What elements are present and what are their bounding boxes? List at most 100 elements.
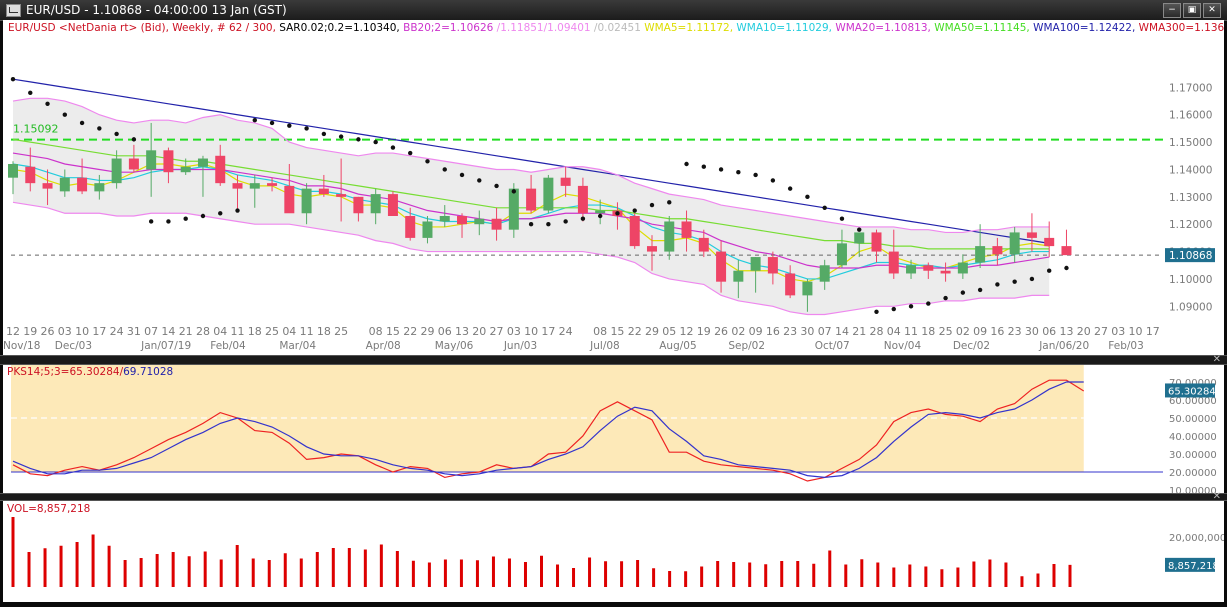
candle-body (854, 232, 865, 244)
price-axis-label: 1.12000 (1169, 219, 1212, 231)
price-panel[interactable]: EUR/USD <NetDania rt> (Bid), Weekly, # 6… (3, 20, 1227, 355)
candle-body (301, 188, 312, 214)
sar-dot (753, 172, 758, 178)
month-label: Sep/02 (728, 340, 765, 352)
date-tick-label: 19 (697, 325, 711, 338)
sar-dot (45, 101, 50, 106)
legend-item: WMA10=1.11029, (736, 22, 835, 34)
volume-bar (203, 551, 207, 587)
stoch-axis-label: 50.00000 (1169, 414, 1217, 425)
candle-body (336, 194, 347, 197)
sar-dot (1064, 265, 1069, 271)
close-icon[interactable]: ✕ (1212, 354, 1221, 365)
legend-item: /0.02451 (594, 22, 644, 34)
date-tick-label: 24 (559, 325, 573, 338)
date-tick-label: 30 (800, 325, 814, 338)
date-tick-label: 10 (1129, 325, 1143, 338)
panel-splitter-1[interactable]: ✕ (0, 354, 1227, 365)
volume-bar (347, 548, 351, 587)
volume-bar (491, 556, 495, 587)
sar-dot (62, 112, 68, 117)
candle-body (180, 166, 191, 173)
legend-item: /1.11851/1.09401 (497, 22, 594, 34)
price-axis-label: 1.09000 (1169, 301, 1212, 313)
volume-legend: VOL=8,857,218 (7, 503, 90, 515)
candle-body (370, 194, 381, 214)
volume-bar (780, 561, 784, 587)
volume-bar (700, 566, 704, 587)
candle-body (802, 281, 813, 296)
candle-body (146, 150, 157, 170)
volume-bar (187, 556, 191, 587)
candle-body (923, 265, 934, 271)
candle-body (767, 257, 778, 274)
candle-body (8, 164, 18, 178)
price-axis-label: 1.13000 (1169, 192, 1212, 204)
date-tick-label: 26 (714, 325, 728, 338)
legend-item: PKS14;5;3=65.30284/ (7, 366, 124, 378)
date-tick-label: 08 (369, 325, 383, 338)
sar-dot (580, 216, 586, 221)
sar-dot (563, 219, 568, 224)
date-tick-label: 19 (23, 325, 37, 338)
date-tick-label: 02 (956, 325, 970, 338)
candle-body (681, 221, 692, 238)
candle-body (595, 210, 606, 214)
sar-dot (304, 126, 309, 131)
volume-bar (588, 557, 592, 587)
date-tick-label: 22 (403, 325, 417, 338)
candle-body (111, 158, 122, 184)
date-tick-label: 09 (749, 325, 763, 338)
date-tick-label: 17 (1146, 325, 1160, 338)
date-tick-label: 12 (6, 325, 20, 338)
legend-item: EUR/USD <NetDania rt> (Bid), Weekly, # 6… (8, 22, 279, 34)
stoch-axis-label: 40.00000 (1169, 432, 1217, 443)
date-tick-label: 18 (317, 325, 331, 338)
sar-dot (1012, 279, 1017, 284)
sar-dot (805, 194, 810, 200)
date-tick-label: 18 (921, 325, 935, 338)
sar-dot (218, 211, 223, 216)
volume-bar (828, 550, 832, 587)
volume-bar (395, 551, 399, 587)
volume-bar (1020, 576, 1024, 587)
close-icon[interactable]: ✕ (1212, 491, 1221, 502)
date-tick-label: 25 (265, 325, 279, 338)
sar-dot (10, 76, 16, 82)
volume-bar (75, 542, 79, 587)
candle-body (1044, 237, 1055, 247)
candle-body (284, 185, 295, 214)
sar-dot (166, 219, 171, 224)
date-tick-label: 03 (58, 325, 72, 338)
sar-dot (235, 208, 240, 213)
minimize-button[interactable]: − (1163, 3, 1181, 18)
stoch-axis-label: 10.00000 (1169, 486, 1217, 493)
stochastic-chart[interactable]: PKS14;5;3=65.30284/69.7102870.0000060.00… (3, 365, 1224, 497)
legend-item: 69.71028 (123, 366, 173, 378)
volume-bar (155, 554, 159, 587)
sar-dot (632, 208, 637, 213)
stochastic-panel[interactable]: PKS14;5;3=65.30284/69.7102870.0000060.00… (3, 365, 1224, 497)
sar-dot (373, 139, 378, 145)
date-tick-label: 10 (524, 325, 538, 338)
volume-bar (620, 561, 624, 587)
candle-body (526, 188, 537, 211)
candle-body (59, 177, 70, 192)
volume-bar (43, 548, 47, 587)
volume-bar (844, 564, 848, 587)
volume-bar (572, 568, 576, 587)
volume-bar (860, 559, 864, 587)
sar-dot (857, 227, 862, 232)
volume-bar (123, 560, 127, 587)
panel-splitter-2[interactable]: ✕ (0, 491, 1227, 502)
stoch-line-d (12, 381, 1084, 479)
price-chart[interactable]: EUR/USD <NetDania rt> (Bid), Weekly, # 6… (3, 20, 1227, 355)
date-tick-label: 03 (1111, 325, 1125, 338)
volume-chart[interactable]: VOL=8,857,218 20,000,000 8,857,218 (3, 501, 1226, 602)
volume-panel[interactable]: VOL=8,857,218 20,000,000 8,857,218 (3, 501, 1226, 602)
volume-bar (107, 545, 111, 587)
volume-bar (1004, 562, 1008, 587)
close-button[interactable]: ✕ (1203, 3, 1221, 18)
candle-body (750, 257, 761, 271)
restore-button[interactable]: ▣ (1183, 3, 1201, 18)
